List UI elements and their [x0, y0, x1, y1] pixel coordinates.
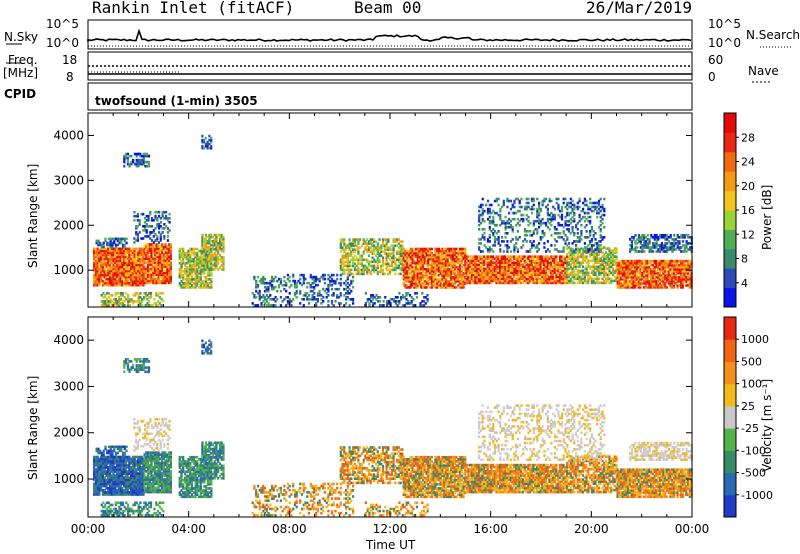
panel-1-colorbar-frame: [723, 316, 737, 518]
panel-1-ytick-label-1: 2000: [53, 426, 84, 440]
panel-1-colorbar-cell-4: [724, 405, 736, 429]
panel-0-colorbar-cell-2: [724, 248, 736, 269]
panel-0-colorbar-cell-9: [724, 113, 736, 133]
panel-1-colorbar-cell-8: [724, 317, 736, 340]
panel-1-cbtick-label-1: 500: [741, 355, 762, 368]
panel-0-cbtick-label-0: 4: [741, 277, 748, 290]
panel-0-colorbar-cell-0: [724, 287, 736, 308]
panel-0-echoes: [93, 134, 693, 307]
freq-unit-label: [MHz]: [3, 66, 39, 80]
panel-0-ytick-label-1: 2000: [53, 218, 84, 232]
nave-label: Nave: [748, 64, 779, 78]
panel-0-ytick-label-0: 1000: [53, 263, 84, 277]
panel-1-ytick-label-0: 1000: [53, 472, 84, 486]
panel-1-colorbar-cell-3: [724, 428, 736, 451]
panel-1-cbtick-label-7: -1000: [741, 489, 773, 502]
xtick-label-0: 00:00: [71, 522, 106, 536]
panel-0-cbtick-label-2: 12: [741, 228, 755, 241]
panel-0-colorbar-cell-5: [724, 190, 736, 211]
xtick-label-2: 08:00: [272, 522, 307, 536]
panel-0-ytick-label-2: 3000: [53, 173, 84, 187]
panel-1-ytick-label-3: 4000: [53, 333, 84, 347]
panel-0-colorbar-cell-6: [724, 171, 736, 192]
station-title: Rankin Inlet (fitACF): [92, 0, 295, 17]
beam-title: Beam 00: [354, 0, 422, 17]
nsearch-tick-hi: 10^5: [708, 17, 741, 31]
panel-0-cbtick-label-5: 24: [741, 156, 755, 169]
date-title: 26/Mar/2019: [586, 0, 692, 17]
freq-tick-lo: 8: [66, 70, 74, 84]
nsky-label: N.Sky: [4, 30, 39, 44]
cpid-label: CPID: [4, 87, 37, 101]
panel-1-colorbar-cell-7: [724, 339, 736, 362]
xtick-label-5: 20:00: [574, 522, 609, 536]
freq-tick-hi: 18: [62, 53, 78, 67]
panel-1-colorbar-cell-2: [724, 450, 736, 474]
xtick-label-3: 12:00: [373, 522, 408, 536]
panel-1-colorbar-cell-1: [724, 472, 736, 496]
panel-0-cbtick-label-1: 8: [741, 253, 748, 266]
panel-1-echoes: [93, 339, 693, 517]
panel-1-cbtick-label-0: 1000: [741, 333, 769, 346]
panel-0-colorbar-cell-7: [724, 151, 736, 172]
panel-1-cbtick-label-4: -25: [741, 422, 759, 435]
panel-0-colorbar-cell-8: [724, 132, 736, 153]
panel-1-cbtick-label-3: 25: [741, 400, 755, 413]
panel-1-colorbar-cell-5: [724, 383, 736, 407]
xtick-label-4: 16:00: [473, 522, 508, 536]
nave-tick-hi: 60: [708, 53, 724, 67]
panel-1-cbtick-label-2: 100: [741, 378, 762, 391]
panel-1-cbtick-label-5: -100: [741, 444, 766, 457]
x-axis-label: Time UT: [366, 538, 416, 552]
panel-0-colorbar-cell-4: [724, 210, 736, 230]
nsearch-label: N.Search: [746, 28, 800, 42]
panel-0-cbtick-label-4: 20: [741, 180, 755, 193]
panel-1-ytick-label-2: 3000: [53, 379, 84, 393]
panel-1-colorbar-cell-0: [724, 494, 736, 518]
panel-0-cbtick-label-3: 16: [741, 204, 755, 217]
cpid-panel: [87, 82, 693, 111]
panel-0-cbtick-label-6: 28: [741, 131, 755, 144]
nsky-panel: [87, 19, 693, 50]
cpid-text: twofsound (1-min) 3505: [95, 94, 258, 108]
panel-1-cbtick-label-6: -500: [741, 467, 766, 480]
nsearch-tick-lo: 10^0: [708, 36, 741, 50]
panel-1-colorbar-cell-6: [724, 361, 736, 385]
nsky-tick-hi: 10^5: [46, 17, 79, 31]
nsky-trace: [87, 28, 692, 42]
xtick-label-1: 04:00: [171, 522, 206, 536]
xtick-label-6: 00:00: [675, 522, 710, 536]
nsky-tick-lo: 10^0: [46, 36, 79, 50]
panel-0-ytick-label-3: 4000: [53, 128, 84, 142]
nave-tick-lo: 0: [708, 70, 716, 84]
panel-0-colorbar-cell-3: [724, 229, 736, 250]
panel-0-colorbar-cell-1: [724, 268, 736, 289]
